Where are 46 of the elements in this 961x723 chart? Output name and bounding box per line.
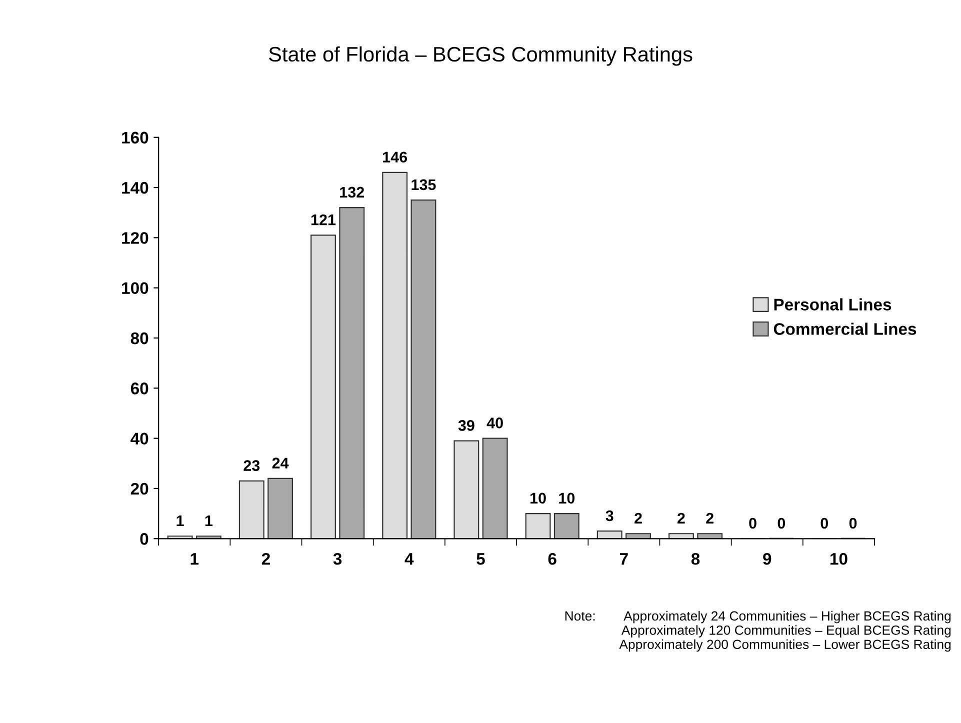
data-label: 0	[778, 518, 786, 529]
data-label: 2	[677, 512, 685, 524]
y-tick-label: 0	[140, 533, 148, 545]
x-tick-label: 7	[620, 553, 628, 565]
data-label: 40	[486, 418, 503, 428]
data-label: 121	[311, 214, 336, 226]
y-tick-label: 120	[122, 232, 148, 244]
data-label: 2	[634, 512, 642, 524]
x-tick-label: 6	[548, 552, 556, 565]
x-tick-label: 8	[691, 552, 700, 565]
legend-label: Commercial Lines	[774, 322, 916, 335]
data-label: 10	[559, 492, 575, 504]
y-tick-label: 140	[122, 182, 148, 194]
text: Approximately 24 Communities – Higher BCEGS Rating	[624, 610, 951, 624]
data-label: 132	[340, 186, 364, 198]
text: Approximately 200 Communities – Lower BCEGS Rating	[619, 639, 951, 652]
x-tick-label: 3	[333, 552, 342, 565]
data-label: 2	[706, 512, 714, 524]
x-tick-label: 2	[262, 552, 270, 565]
x-tick-label: 5	[476, 553, 485, 565]
y-tick-label: 40	[130, 432, 148, 445]
chart-title: State of Florida – BCEGS Community Ratings	[268, 46, 692, 66]
text: Approximately 120 Communities – Equal BCEGS Rating	[621, 625, 951, 638]
data-label: 10	[530, 492, 546, 504]
x-tick-label: 10	[830, 552, 848, 565]
data-label: 3	[606, 510, 614, 522]
data-label: 24	[272, 458, 289, 468]
data-label: 1	[176, 516, 184, 526]
y-tick-label: 80	[130, 332, 148, 344]
data-label: 23	[244, 460, 260, 472]
x-tick-label: 4	[404, 553, 414, 565]
x-tick-label: 9	[763, 552, 772, 565]
y-tick-label: 100	[122, 282, 148, 294]
y-tick-label: 20	[130, 482, 148, 495]
data-label: 0	[820, 518, 828, 529]
data-label: 0	[749, 518, 756, 529]
y-tick-label: 160	[122, 132, 148, 144]
data-label: 0	[849, 518, 857, 529]
data-label: 146	[383, 152, 408, 163]
data-label: 135	[412, 179, 436, 190]
data-label: 1	[205, 516, 213, 526]
data-label: 39	[458, 420, 474, 431]
text: Note:	[565, 611, 595, 621]
x-tick-label: 1	[190, 553, 199, 565]
legend-label: Personal Lines	[774, 298, 892, 310]
y-tick-label: 60	[130, 382, 148, 394]
